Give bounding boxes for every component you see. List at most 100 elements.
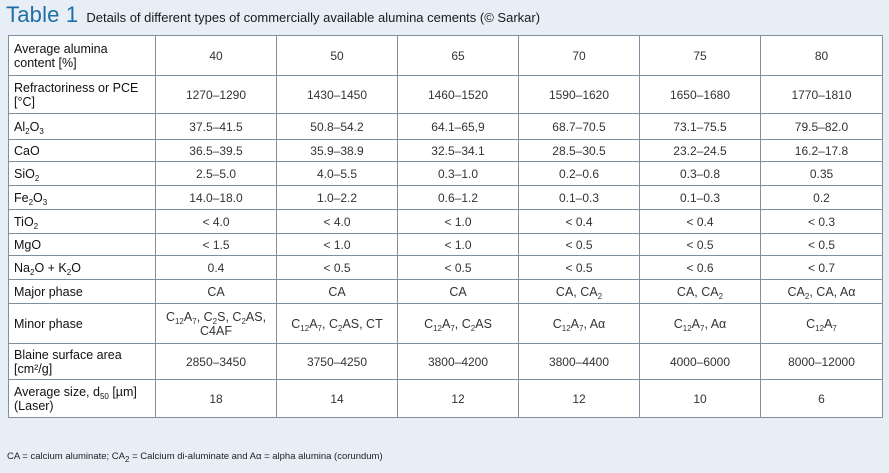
cell-65-percent: 1460–1520: [397, 75, 519, 114]
cell-50-percent: 14: [276, 379, 398, 418]
cell-40-percent: CA: [155, 279, 277, 304]
cell-50-percent: 50.8–54.2: [276, 113, 398, 140]
cell-80-percent: < 0.3: [760, 209, 883, 234]
cell-75-percent: < 0.4: [639, 209, 761, 234]
cell-70-percent: 12: [518, 379, 640, 418]
cell-75-percent: < 0.6: [639, 255, 761, 280]
cell-65-percent: CA: [397, 279, 519, 304]
table-row: Average alumina content [%] 40 50 65 70 75 80: [8, 35, 883, 76]
cell-40-percent: 0.4: [155, 255, 277, 280]
row-label-average-alumina-content: Average alumina content [%]: [8, 35, 156, 76]
cell-65-percent: 32.5–34.1: [397, 139, 519, 162]
cell-65-percent: < 1.0: [397, 209, 519, 234]
row-label-tio2: TiO2: [8, 209, 156, 234]
cell-70-percent: < 0.5: [518, 233, 640, 256]
cell-80-percent: 79.5–82.0: [760, 113, 883, 140]
cell-40-percent: < 4.0: [155, 209, 277, 234]
cell-80-percent: 0.35: [760, 161, 883, 186]
table-row: Minor phase C12A7, C2S, C2AS, C4AF C12A7, …: [8, 303, 883, 344]
cell-50-percent: 50: [276, 35, 398, 76]
cell-50-percent: < 0.5: [276, 255, 398, 280]
cell-50-percent: CA: [276, 279, 398, 304]
cell-70-percent: 1590–1620: [518, 75, 640, 114]
cell-50-percent: 1430–1450: [276, 75, 398, 114]
cell-80-percent: C12A7: [760, 303, 883, 344]
cell-75-percent: 75: [639, 35, 761, 76]
cell-75-percent: C12A7, Aα: [639, 303, 761, 344]
cell-80-percent: 8000–12000: [760, 343, 883, 380]
row-label-minor-phase: Minor phase: [8, 303, 156, 344]
table-body: Average alumina content [%] 40 50 65 70 75 80 Re…: [8, 35, 883, 418]
table-row: Na2O + K2O 0.4 < 0.5 < 0.5 < 0.5 < 0.6 < 0.7: [8, 255, 883, 280]
cell-65-percent: 0.6–1.2: [397, 185, 519, 210]
cell-65-percent: 3800–4200: [397, 343, 519, 380]
cell-70-percent: 68.7–70.5: [518, 113, 640, 140]
table-row: SiO2 2.5–5.0 4.0–5.5 0.3–1.0 0.2–0.6 0.3–0.8 0…: [8, 161, 883, 186]
table-row: Blaine surface area [cm²/g] 2850–3450 3750–…: [8, 343, 883, 380]
cell-65-percent: 65: [397, 35, 519, 76]
table-row: Major phase CA CA CA CA, CA2 CA, CA2 CA2, CA, …: [8, 279, 883, 304]
cell-70-percent: 28.5–30.5: [518, 139, 640, 162]
row-label-na2o-k2o: Na2O + K2O: [8, 255, 156, 280]
cell-50-percent: < 4.0: [276, 209, 398, 234]
row-label-refractoriness-or-pce-c: Refractoriness or PCE [°C]: [8, 75, 156, 114]
cell-75-percent: 1650–1680: [639, 75, 761, 114]
cell-50-percent: 3750–4250: [276, 343, 398, 380]
table-row: Fe2O3 14.0–18.0 1.0–2.2 0.6–1.2 0.1–0.3 0.1–0…: [8, 185, 883, 210]
cell-80-percent: 1770–1810: [760, 75, 883, 114]
cell-75-percent: 4000–6000: [639, 343, 761, 380]
cell-80-percent: < 0.7: [760, 255, 883, 280]
cell-50-percent: 1.0–2.2: [276, 185, 398, 210]
table-number-label: Table 1: [6, 2, 79, 27]
cell-75-percent: CA, CA2: [639, 279, 761, 304]
cell-80-percent: 80: [760, 35, 883, 76]
cell-50-percent: C12A7, C2AS, CT: [276, 303, 398, 344]
cell-70-percent: 70: [518, 35, 640, 76]
row-label-blaine-surface-area-cm-g: Blaine surface area [cm²/g]: [8, 343, 156, 380]
cell-65-percent: 12: [397, 379, 519, 418]
cell-80-percent: 16.2–17.8: [760, 139, 883, 162]
cell-65-percent: < 1.0: [397, 233, 519, 256]
row-label-major-phase: Major phase: [8, 279, 156, 304]
cell-70-percent: < 0.5: [518, 255, 640, 280]
cell-80-percent: 0.2: [760, 185, 883, 210]
cell-40-percent: 40: [155, 35, 277, 76]
cell-75-percent: 23.2–24.5: [639, 139, 761, 162]
cell-40-percent: 2850–3450: [155, 343, 277, 380]
cell-70-percent: CA, CA2: [518, 279, 640, 304]
cell-65-percent: 0.3–1.0: [397, 161, 519, 186]
cell-40-percent: 2.5–5.0: [155, 161, 277, 186]
row-label-cao: CaO: [8, 139, 156, 162]
table-row: TiO2 < 4.0 < 4.0 < 1.0 < 0.4 < 0.4 < 0.3: [8, 209, 883, 234]
cell-75-percent: 0.3–0.8: [639, 161, 761, 186]
row-label-fe2o3: Fe2O3: [8, 185, 156, 210]
cell-50-percent: < 1.0: [276, 233, 398, 256]
cell-75-percent: 73.1–75.5: [639, 113, 761, 140]
cell-70-percent: < 0.4: [518, 209, 640, 234]
cell-40-percent: 18: [155, 379, 277, 418]
cell-70-percent: 3800–4400: [518, 343, 640, 380]
cell-75-percent: 10: [639, 379, 761, 418]
row-label-al2o3: Al2O3: [8, 113, 156, 140]
cell-40-percent: 37.5–41.5: [155, 113, 277, 140]
row-label-average-size-d50-m-laser: Average size, d50 [µm] (Laser): [8, 379, 156, 418]
cell-65-percent: C12A7, C2AS: [397, 303, 519, 344]
cell-70-percent: C12A7, Aα: [518, 303, 640, 344]
table-row: MgO < 1.5 < 1.0 < 1.0 < 0.5 < 0.5 < 0.5: [8, 233, 883, 256]
table-row: CaO 36.5–39.5 35.9–38.9 32.5–34.1 28.5–30.5 2…: [8, 139, 883, 162]
row-label-sio2: SiO2: [8, 161, 156, 186]
table-row: Al2O3 37.5–41.5 50.8–54.2 64.1–65,9 68.7–70.…: [8, 113, 883, 140]
cell-75-percent: < 0.5: [639, 233, 761, 256]
footnote-text: CA = calcium aluminate; CA2 = Calcium di…: [7, 451, 383, 464]
cell-40-percent: C12A7, C2S, C2AS, C4AF: [155, 303, 277, 344]
table-caption: Table 1 Details of different types of co…: [6, 2, 540, 32]
table-row: Average size, d50 [µm] (Laser) 18 14 12 12 10 6: [8, 379, 883, 418]
table-footnote: CA = calcium aluminate; CA2 = Calcium di…: [7, 451, 383, 464]
cell-50-percent: 35.9–38.9: [276, 139, 398, 162]
cell-40-percent: 14.0–18.0: [155, 185, 277, 210]
cell-70-percent: 0.2–0.6: [518, 161, 640, 186]
cell-70-percent: 0.1–0.3: [518, 185, 640, 210]
cell-40-percent: 36.5–39.5: [155, 139, 277, 162]
cell-75-percent: 0.1–0.3: [639, 185, 761, 210]
